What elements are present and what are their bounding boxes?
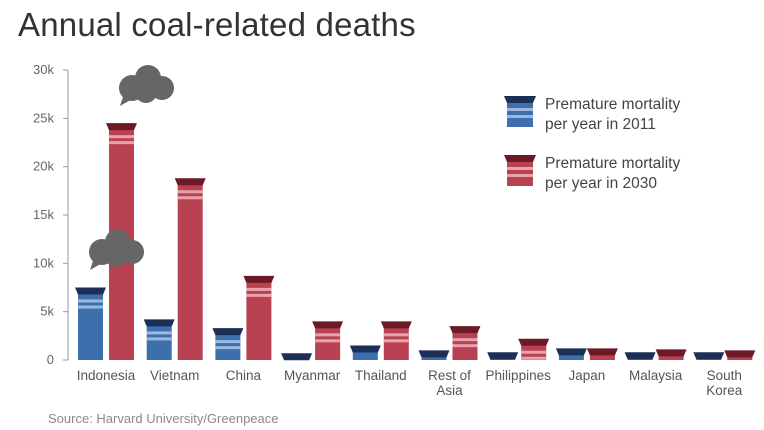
legend-item-2011: Premature mortality per year in 2011 [504, 96, 680, 133]
bar-2030 [724, 350, 756, 360]
category-label: South [707, 368, 742, 383]
bar-2011 [281, 353, 313, 361]
bar-2011 [418, 350, 450, 360]
bar-2030 [449, 326, 481, 360]
legend-item-2030: Premature mortality per year in 2030 [504, 155, 680, 192]
chimney-icon [504, 155, 536, 162]
category-label: Korea [706, 383, 743, 398]
smoke-cloud-icon [119, 65, 174, 106]
bar-2011 [487, 352, 519, 360]
bar-2030 [312, 321, 344, 360]
category-label: Rest of [428, 368, 471, 383]
bar-2030 [380, 321, 412, 360]
chart-title: Annual coal-related deaths [18, 6, 416, 43]
bar-2030 [655, 349, 687, 360]
bar-2011 [143, 319, 175, 360]
bar-2030 [586, 348, 618, 360]
source-note: Source: Harvard University/Greenpeace [48, 411, 279, 426]
category-label: Myanmar [284, 368, 341, 383]
category-label: Asia [436, 383, 463, 398]
y-tick-label: 5k [40, 304, 54, 319]
bar-2030 [174, 178, 206, 360]
category-label: Indonesia [77, 368, 136, 383]
y-tick-label: 25k [33, 110, 54, 125]
bar-2030 [243, 275, 275, 360]
legend-label: per year in 2011 [545, 116, 656, 133]
bar-2011 [624, 352, 656, 360]
legend-label: Premature mortality [545, 96, 680, 113]
bar-2011 [555, 348, 587, 360]
smoke-cloud-icon [89, 229, 144, 270]
category-label: Vietnam [150, 368, 199, 383]
legend-label: per year in 2030 [545, 175, 657, 192]
chimney-icon [504, 96, 536, 103]
bar-2011 [75, 287, 106, 360]
legend-label: Premature mortality [545, 155, 680, 172]
y-tick-label: 10k [33, 255, 54, 270]
category-label: Philippines [486, 368, 552, 383]
y-tick-label: 15k [33, 207, 54, 222]
category-label: Thailand [355, 368, 407, 383]
category-label: Japan [569, 368, 606, 383]
bar-2011 [212, 328, 244, 360]
y-tick-label: 0 [47, 352, 54, 367]
y-tick-label: 30k [33, 62, 54, 77]
category-label: China [226, 368, 262, 383]
bar-2011 [693, 352, 725, 360]
y-tick-label: 20k [33, 159, 54, 174]
bar-2011 [349, 345, 381, 360]
category-label: Malaysia [629, 368, 683, 383]
bar-2030 [518, 338, 550, 360]
